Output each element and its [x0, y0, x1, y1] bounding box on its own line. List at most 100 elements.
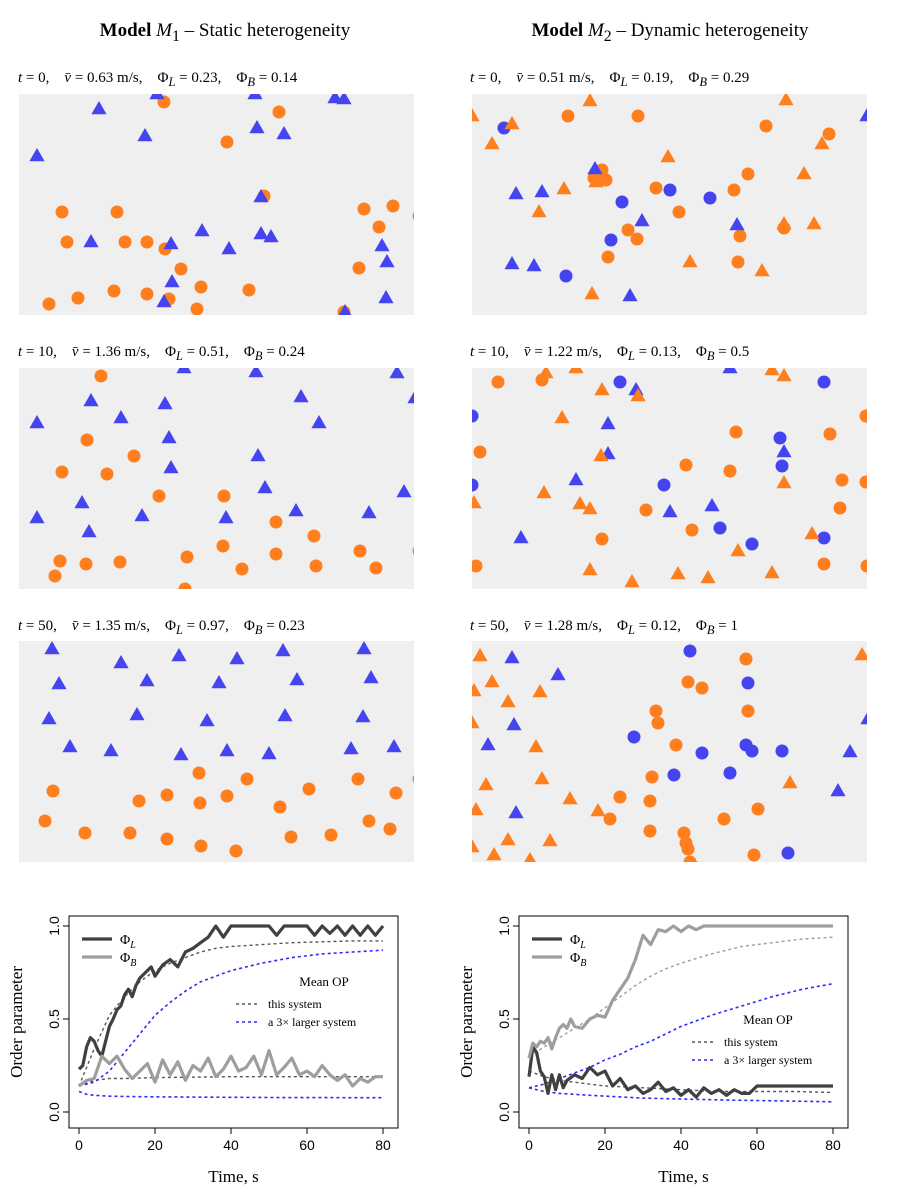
- pedestrian-triangle: [526, 258, 542, 272]
- pedestrian-triangle: [176, 368, 192, 374]
- pedestrian-triangle: [590, 803, 606, 817]
- pedestrian-triangle: [634, 213, 650, 227]
- title-rest: – Dynamic heterogeneity: [611, 20, 809, 41]
- pedestrian-circle: [412, 546, 414, 556]
- pedestrian-triangle: [83, 234, 99, 248]
- snapshot-svg: [472, 644, 867, 862]
- pedestrian-triangle: [508, 186, 524, 200]
- pedestrian-triangle: [804, 526, 820, 540]
- pedestrian-circle: [695, 746, 709, 760]
- pedestrian-circle: [94, 369, 108, 383]
- pedestrian-triangle: [257, 480, 273, 494]
- pedestrian-triangle: [327, 94, 343, 104]
- pedestrian-triangle: [764, 565, 780, 579]
- title-model-sub: 2: [603, 27, 612, 45]
- snapshot-panel-m1-t10: [19, 368, 414, 589]
- pedestrian-circle: [118, 235, 132, 249]
- pedestrian-triangle: [379, 254, 395, 268]
- pedestrian-triangle: [524, 852, 536, 862]
- snapshot-speed: 1.28 m/s: [546, 618, 599, 634]
- pedestrian-circle: [604, 233, 618, 247]
- pedestrian-triangle: [764, 368, 780, 376]
- pedestrian-circle: [689, 860, 699, 862]
- pedestrian-circle: [79, 557, 93, 571]
- pedestrian-triangle: [355, 709, 371, 723]
- pedestrian-circle: [672, 205, 686, 219]
- pedestrian-triangle: [277, 708, 293, 722]
- pedestrian-triangle: [164, 274, 180, 288]
- pedestrian-triangle: [163, 236, 179, 250]
- snapshot-panel-m2-t10: [472, 368, 867, 589]
- pedestrian-circle: [679, 458, 693, 472]
- pedestrian-circle: [683, 644, 697, 658]
- snapshot-svg: [472, 368, 867, 588]
- title-model: M: [156, 20, 172, 41]
- snapshot-panel-m1-t50: [19, 641, 414, 862]
- snapshot-svg: [472, 94, 867, 302]
- plot-frame: [518, 915, 849, 1129]
- pedestrian-circle: [217, 489, 231, 503]
- column-title-m1: Model M1 – Static heterogeneity: [0, 20, 450, 46]
- snapshot-phi-l: 0.19: [643, 70, 670, 86]
- series-line: [78, 1049, 383, 1088]
- line-chart-svg: 0 20 40 60 80 0.0 0.5 1.0 Time, s Order parameter…: [7, 915, 399, 1186]
- plot-frame: [68, 915, 399, 1129]
- pedestrian-circle: [216, 539, 230, 553]
- x-axis-label: Time, s: [208, 1167, 258, 1186]
- pedestrian-triangle: [41, 711, 57, 725]
- legend-label: ΦB: [570, 951, 586, 969]
- pedestrian-triangle: [156, 294, 172, 308]
- pedestrian-circle: [723, 766, 737, 780]
- pedestrian-circle: [729, 425, 743, 439]
- pedestrian-triangle: [293, 389, 309, 403]
- pedestrian-circle: [817, 557, 831, 571]
- pedestrian-triangle: [704, 498, 720, 512]
- pedestrian-circle: [745, 744, 759, 758]
- pedestrian-circle: [651, 716, 665, 730]
- y-axis-label: Order parameter: [457, 966, 476, 1078]
- pedestrian-circle: [412, 211, 414, 221]
- pedestrian-circle: [242, 283, 256, 297]
- pedestrian-circle: [627, 730, 641, 744]
- pedestrian-triangle: [587, 161, 603, 175]
- pedestrian-circle: [48, 569, 62, 583]
- pedestrian-circle: [78, 826, 92, 840]
- pedestrian-circle: [833, 501, 847, 515]
- snapshot-label: t = 50, v̄ = 1.35 m/s, ΦL = 0.97, ΦB = 0…: [18, 618, 305, 637]
- pedestrian-triangle: [472, 648, 488, 662]
- x-tick-label: 80: [375, 1137, 391, 1153]
- pedestrian-triangle: [660, 149, 676, 163]
- pedestrian-circle: [741, 167, 755, 181]
- pedestrian-circle: [174, 262, 188, 276]
- snapshot-speed: 1.22 m/s: [546, 344, 599, 360]
- pedestrian-circle: [372, 220, 386, 234]
- snapshot-speed: 1.35 m/s: [94, 618, 147, 634]
- pedestrian-circle: [472, 559, 483, 573]
- line-chart-svg: 0 20 40 60 80 0.0 0.5 1.0 Time, s Order parameter…: [457, 915, 849, 1186]
- pedestrian-triangle: [276, 126, 292, 140]
- pedestrian-circle: [817, 375, 831, 389]
- pedestrian-circle: [269, 547, 283, 561]
- pedestrian-circle: [178, 582, 192, 589]
- mean-op-legend-title: Mean OP: [299, 974, 348, 989]
- pedestrian-triangle: [830, 783, 846, 797]
- pedestrian-circle: [723, 464, 737, 478]
- pedestrian-circle: [681, 842, 695, 856]
- snapshot-speed: 0.51 m/s: [539, 70, 591, 86]
- pedestrian-circle: [775, 459, 789, 473]
- pedestrian-triangle: [249, 120, 265, 134]
- pedestrian-circle: [613, 375, 627, 389]
- snapshot-phi-b: 0.23: [278, 618, 305, 634]
- pedestrian-circle: [324, 828, 338, 842]
- series-line: [78, 1090, 384, 1099]
- pedestrian-circle: [561, 109, 575, 123]
- pedestrian-triangle: [396, 484, 412, 498]
- pedestrian-circle: [751, 802, 765, 816]
- pedestrian-triangle: [211, 675, 227, 689]
- pedestrian-circle: [649, 181, 663, 195]
- pedestrian-circle: [110, 205, 124, 219]
- pedestrian-circle: [703, 191, 717, 205]
- pedestrian-circle: [639, 503, 653, 517]
- pedestrian-triangle: [582, 501, 598, 515]
- x-axis-label: Time, s: [658, 1167, 708, 1186]
